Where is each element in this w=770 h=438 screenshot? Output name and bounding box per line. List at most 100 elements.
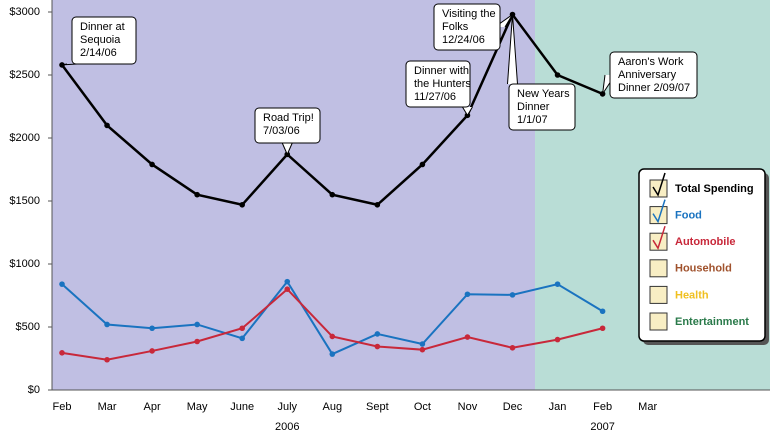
callout-pointer: [281, 142, 293, 156]
legend-checkbox: [649, 285, 668, 304]
legend-checkbox: [649, 232, 668, 251]
x-tick-label: Sept: [366, 401, 389, 413]
x-tick-label: Nov: [458, 401, 478, 413]
data-point: [104, 356, 110, 363]
y-tick-label: $3000: [9, 6, 40, 18]
data-point: [149, 325, 155, 332]
data-point: [284, 278, 291, 285]
callout-text: 1/1/07: [517, 114, 548, 126]
data-point: [329, 191, 336, 198]
data-point: [239, 335, 245, 342]
callout-text: Anniversary: [618, 69, 677, 81]
data-point: [194, 338, 200, 345]
data-point: [104, 122, 110, 129]
callout-box: [508, 83, 576, 131]
data-point: [239, 325, 245, 332]
legend-label: Household: [675, 263, 732, 275]
data-point: [374, 331, 381, 337]
legend-checkbox: [649, 259, 668, 278]
data-point: [329, 333, 336, 340]
y-tick-label: $500: [16, 321, 40, 333]
data-point: [554, 72, 561, 78]
callout-text: New Years: [517, 88, 570, 100]
callout-box: [71, 16, 137, 65]
x-tick-label: June: [230, 401, 254, 413]
y-tick-label: $1000: [9, 258, 40, 270]
callout-text: 12/24/06: [442, 34, 485, 46]
x-tick-label: Dec: [503, 401, 523, 413]
callout-text: Road Trip!: [263, 112, 314, 124]
data-point: [149, 161, 155, 168]
callout-box: [405, 60, 471, 108]
data-point: [509, 344, 516, 351]
legend-checkbox: [649, 312, 668, 331]
data-point: [419, 161, 426, 168]
data-point: [329, 351, 336, 357]
callout-text: Dinner with: [414, 65, 469, 77]
callout-text: Folks: [442, 21, 469, 33]
data-point: [284, 286, 291, 293]
data-point: [464, 291, 471, 298]
x-tick-label: Oct: [414, 401, 431, 413]
x-tick-label: Aug: [323, 401, 343, 413]
x-tick-label: Apr: [144, 401, 161, 413]
data-point: [509, 292, 516, 298]
legend-check: [652, 199, 666, 224]
callout-text: 2/14/06: [80, 47, 117, 59]
callout-text: the Hunters: [414, 78, 471, 90]
legend-label: Total Spending: [675, 183, 754, 195]
y-tick-label: $2500: [9, 69, 40, 81]
data-point: [239, 201, 245, 208]
data-point: [104, 321, 110, 328]
data-point: [59, 350, 65, 356]
legend-item[interactable]: Entertainment: [649, 312, 749, 331]
legend-label: Entertainment: [675, 316, 749, 328]
legend-label: Health: [675, 289, 709, 301]
data-point: [194, 321, 200, 328]
callout-text: Dinner 2/09/07: [618, 82, 690, 94]
y-tick-label: $0: [28, 384, 40, 396]
data-point: [419, 346, 426, 353]
data-point: [464, 334, 471, 340]
legend-item[interactable]: Health: [649, 285, 709, 304]
callout-pointer: [462, 106, 473, 117]
x-tick-label: May: [187, 401, 208, 413]
x-tick-label: Jan: [549, 401, 567, 413]
year-label: 2006: [275, 421, 299, 433]
data-point: [194, 191, 200, 198]
legend-label: Food: [675, 210, 702, 222]
legend-item[interactable]: Household: [649, 259, 732, 278]
callout-pointer: [507, 14, 518, 85]
callout-text: Aaron's Work: [618, 56, 684, 68]
callout-text: Dinner at: [80, 21, 125, 33]
legend-check: [652, 225, 666, 250]
year-label: 2007: [590, 421, 614, 433]
x-tick-label: Mar: [638, 401, 657, 413]
legend-check: [652, 172, 666, 197]
y-tick-label: $2000: [9, 132, 40, 144]
x-tick-label: July: [277, 401, 297, 413]
callout-pointer: [61, 63, 78, 66]
legend-checkbox: [649, 179, 668, 198]
legend-label: Automobile: [675, 236, 736, 248]
legend-item[interactable]: Automobile: [649, 225, 736, 251]
x-tick-label: Feb: [593, 401, 612, 413]
callout-text: 11/27/06: [414, 91, 456, 103]
data-point: [59, 281, 65, 287]
legend-item[interactable]: Total Spending: [649, 172, 754, 198]
x-tick-label: Mar: [98, 401, 117, 413]
callout-text: Dinner: [517, 101, 550, 113]
data-point: [554, 281, 561, 287]
legend-item[interactable]: Food: [649, 199, 702, 225]
data-point: [599, 308, 606, 315]
x-tick-label: Feb: [53, 401, 72, 413]
callout-box: [609, 51, 698, 99]
data-point: [374, 201, 381, 208]
data-point: [374, 343, 381, 350]
data-point: [599, 325, 606, 332]
legend-checkbox: [649, 206, 668, 225]
y-tick-label: $1500: [9, 195, 40, 207]
callout-text: Sequoia: [80, 34, 121, 46]
callout-box: [254, 107, 321, 144]
